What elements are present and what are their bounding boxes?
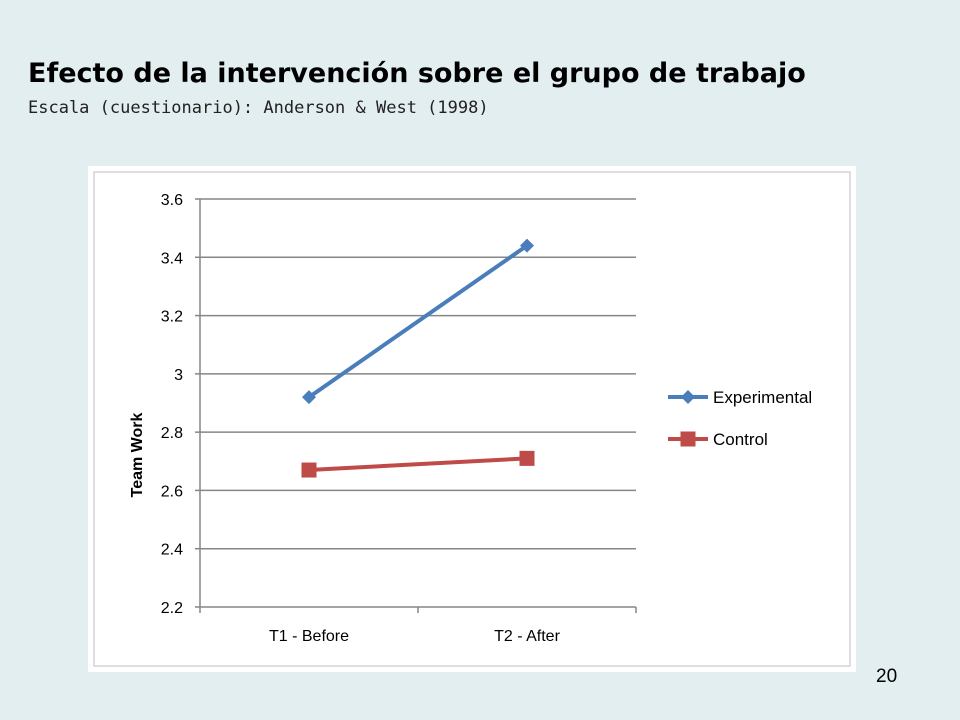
chart-border [93, 171, 851, 667]
y-tick-label: 3.6 [161, 192, 183, 209]
legend: Experimental Control [668, 388, 812, 449]
y-tick-label: 2.8 [161, 425, 183, 442]
gridlines [200, 198, 636, 550]
series-line-control [308, 456, 528, 473]
x-tick-labels: T1 - Before T2 - After [269, 628, 561, 645]
data-point-control [301, 462, 317, 478]
x-tick-label: T1 - Before [269, 628, 349, 645]
slide-title: Efecto de la intervención sobre el grupo… [28, 58, 806, 89]
legend-marker [680, 431, 696, 447]
data-point-experimental [520, 238, 534, 253]
y-tick-label: 3 [174, 367, 183, 384]
y-axis-label: Team Work [129, 413, 146, 498]
line-chart: 2.2 2.4 2.6 2.8 3 3.2 3.4 3.6 T1 - Before T2 - A… [93, 171, 851, 667]
y-tick-label: 3.2 [161, 309, 183, 326]
page-number: 20 [876, 666, 898, 687]
series-line-experimental [307, 243, 529, 399]
data-point-experimental [302, 390, 316, 405]
axes [195, 198, 637, 613]
chart-frame: 2.2 2.4 2.6 2.8 3 3.2 3.4 3.6 T1 - Before T2 - A… [88, 166, 856, 672]
y-tick-label: 2.2 [161, 600, 183, 617]
x-tick-label: T2 - After [494, 628, 560, 645]
y-tick-labels: 2.2 2.4 2.6 2.8 3 3.2 3.4 3.6 [161, 192, 183, 617]
slide-subtitle: Escala (cuestionario): Anderson & West (… [28, 98, 489, 118]
data-point-control [519, 450, 535, 466]
y-tick-label: 3.4 [161, 250, 183, 267]
legend-marker [681, 390, 695, 404]
legend-label: Experimental [713, 388, 812, 407]
y-tick-label: 2.4 [161, 542, 183, 559]
legend-label: Control [713, 430, 768, 449]
series [301, 238, 535, 478]
y-tick-label: 2.6 [161, 483, 183, 500]
